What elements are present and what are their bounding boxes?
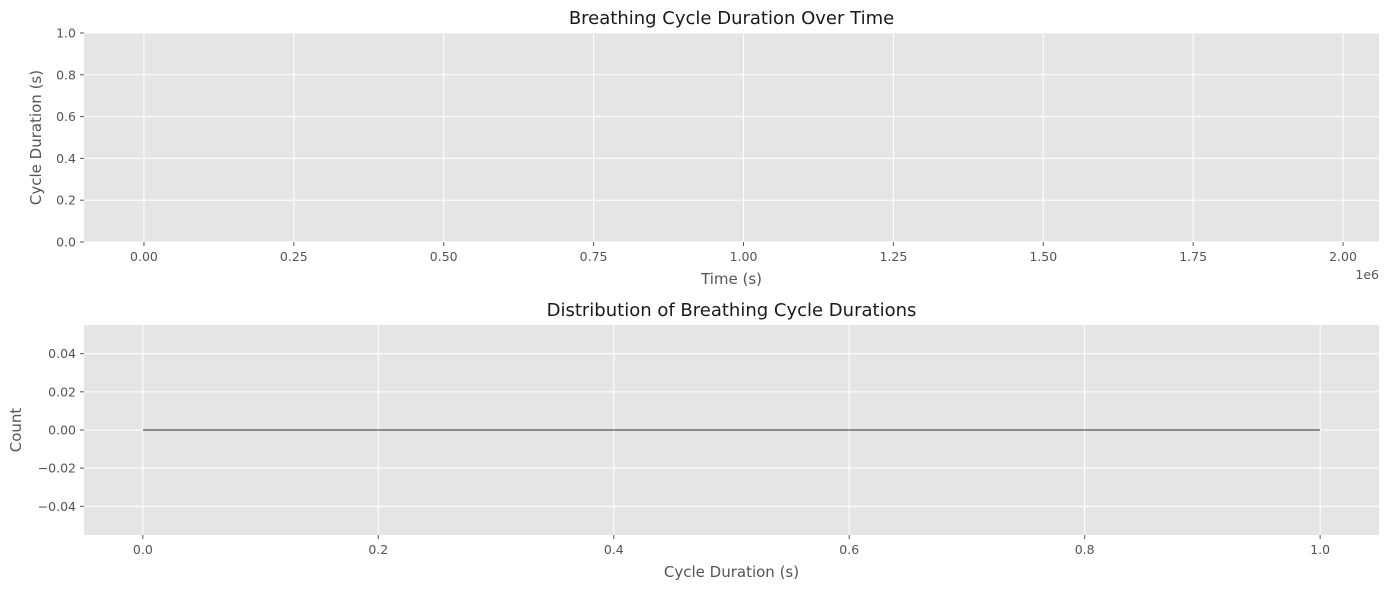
x-tick-label: 0.6 (839, 542, 859, 557)
y-tick-label: 0.02 (48, 384, 76, 399)
y-axis-label: Count (7, 408, 25, 453)
chart-title: Distribution of Breathing Cycle Duration… (547, 300, 917, 321)
x-tick-label: 0.2 (368, 542, 388, 557)
y-tick-label: 0.0 (56, 235, 76, 250)
cycle-duration-distribution-chart: 0.0 0.2 0.4 0.6 0.8 1.0 −0.04 −0.02 0.00 0.02 0.04… (7, 300, 1379, 581)
tick-labels: 0.00 0.25 0.50 0.75 1.00 1.25 1.50 1.75 2.00 0.0 0… (56, 26, 1357, 265)
x-tick-label: 0.50 (430, 249, 458, 264)
x-tick-label: 1.0 (1310, 542, 1330, 557)
x-axis-offset-label: 1e6 (1355, 267, 1379, 282)
grid-lines (84, 32, 1379, 243)
x-tick-label: 1.75 (1179, 249, 1207, 264)
y-tick-label: −0.02 (38, 461, 76, 476)
x-tick-label: 1.00 (730, 249, 758, 264)
y-tick-label: 1.0 (56, 26, 76, 41)
x-tick-label: 0.25 (280, 249, 308, 264)
x-tick-label: 2.00 (1329, 249, 1357, 264)
tick-labels: 0.0 0.2 0.4 0.6 0.8 1.0 −0.04 −0.02 0.00 0.02 0.04 (38, 346, 1330, 557)
chart-title: Breathing Cycle Duration Over Time (569, 8, 894, 29)
y-axis-label: Cycle Duration (s) (27, 70, 45, 205)
y-tick-label: 0.6 (56, 109, 76, 124)
x-tick-label: 0.0 (133, 542, 153, 557)
x-axis-label: Cycle Duration (s) (664, 563, 799, 581)
y-tick-label: 0.04 (48, 346, 76, 361)
plot-area (84, 33, 1379, 242)
cycle-duration-over-time-chart: 0.00 0.25 0.50 0.75 1.00 1.25 1.50 1.75 2.00 0.0 0… (27, 8, 1379, 288)
x-tick-label: 1.50 (1029, 249, 1057, 264)
x-tick-label: 0.4 (604, 542, 624, 557)
x-tick-label: 1.25 (879, 249, 907, 264)
x-tick-label: 0.00 (130, 249, 158, 264)
x-tick-label: 0.75 (580, 249, 608, 264)
y-tick-label: −0.04 (38, 499, 76, 514)
x-axis-label: Time (s) (700, 270, 762, 288)
x-tick-label: 0.8 (1075, 542, 1095, 557)
y-tick-label: 0.8 (56, 67, 76, 82)
y-tick-label: 0.4 (56, 151, 76, 166)
y-tick-label: 0.00 (48, 423, 76, 438)
y-tick-label: 0.2 (56, 193, 76, 208)
